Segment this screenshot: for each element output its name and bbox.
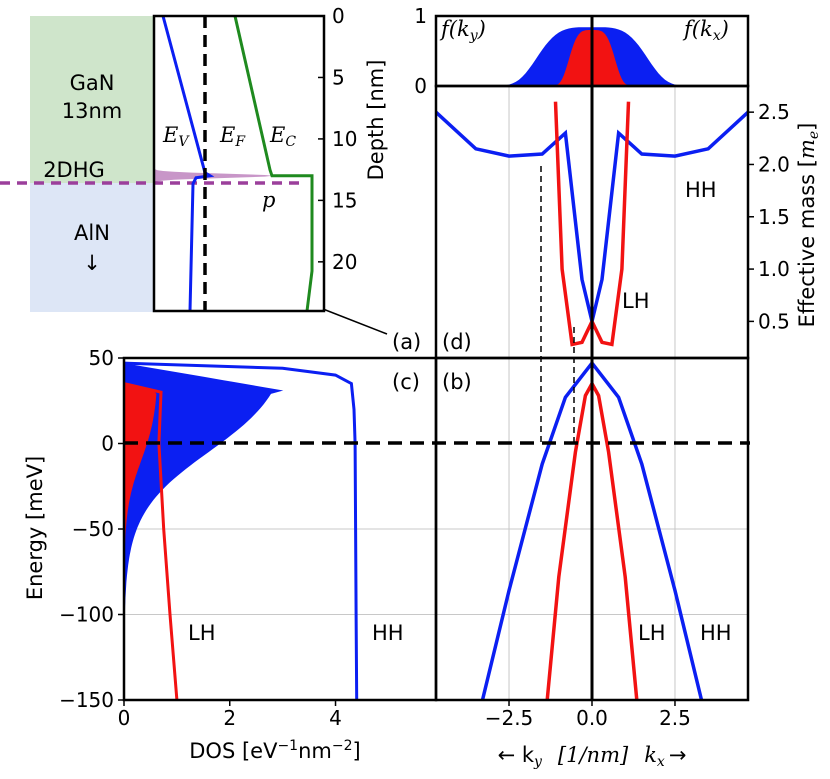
f-ky-label: f(ky) bbox=[439, 17, 486, 44]
depth-tick-label: 5 bbox=[332, 65, 345, 89]
panel-a-label: (a) bbox=[392, 330, 421, 354]
distribution-panel: f(ky) f(kx) 1 0 bbox=[414, 4, 748, 98]
gan-label: GaN bbox=[70, 71, 115, 95]
panel-a-frame bbox=[152, 14, 326, 313]
depth-axis-label: Depth [nm] bbox=[364, 60, 388, 181]
c-xtick-label: 2 bbox=[223, 706, 236, 730]
panel-b-axes: −2.5 0.0 2.5 bbox=[485, 700, 691, 730]
c-ytick-label: −100 bbox=[59, 603, 114, 627]
aln-arrow: ↓ bbox=[83, 251, 101, 275]
panel-c-label: (c) bbox=[392, 370, 420, 394]
b-hh-label: HH bbox=[700, 621, 732, 645]
gan-layer bbox=[30, 16, 154, 183]
panel-d-label: (d) bbox=[442, 330, 472, 354]
c-ytick-label: −150 bbox=[59, 688, 114, 712]
energy-axis-label: Energy [meV] bbox=[23, 456, 47, 600]
panel-d: 0.5 1.0 1.5 2.0 2.5 HH LH (d) Effective mass… bbox=[434, 86, 822, 358]
ef-label: EF bbox=[219, 123, 246, 150]
panel-c-axes: 0 2 4 50 0 −50 −100 −150 bbox=[59, 346, 342, 730]
top-ytick-1: 1 bbox=[414, 4, 427, 28]
depth-tick-label: 0 bbox=[332, 4, 345, 28]
panel-b-label: (b) bbox=[442, 370, 472, 394]
k-axis-label: ← ky [1/nm] kx → bbox=[498, 743, 687, 770]
panel-c-grid bbox=[124, 528, 436, 615]
depth-tick-label: 20 bbox=[332, 250, 357, 274]
aln-layer bbox=[30, 183, 154, 312]
b-xtick-label: 2.5 bbox=[659, 706, 691, 730]
f-kx-label: f(kx) bbox=[682, 17, 729, 44]
valence-band-line bbox=[161, 15, 215, 312]
ec-label: EC bbox=[269, 123, 296, 150]
d-ytick-label: 2.5 bbox=[758, 100, 790, 124]
depth-tick-label: 10 bbox=[332, 127, 357, 151]
d-ytick-label: 0.5 bbox=[758, 309, 790, 333]
b-xtick-label: −2.5 bbox=[485, 706, 534, 730]
band-diagram: 0 5 10 15 20 bbox=[152, 4, 357, 313]
d-lh-label: LH bbox=[622, 289, 650, 313]
depth-tick-label: 15 bbox=[332, 188, 357, 212]
d-ytick-label: 1.0 bbox=[758, 257, 790, 281]
lh-dos-curve bbox=[123, 382, 179, 701]
b-xtick-label: 0.0 bbox=[576, 706, 608, 730]
depth-axis: 0 5 10 15 20 bbox=[318, 4, 357, 274]
d-ytick-label: 2.0 bbox=[758, 152, 790, 176]
2dhg-label: 2DHG bbox=[43, 158, 105, 182]
c-ytick-label: 50 bbox=[89, 346, 114, 370]
frames bbox=[122, 14, 750, 702]
hh-dos-fill bbox=[124, 363, 284, 649]
c-xtick-label: 0 bbox=[118, 706, 131, 730]
c-ytick-label: −50 bbox=[72, 517, 114, 541]
panel-c: 0 2 4 50 0 −50 −100 −150 LH HH (c) Energy [meV]… bbox=[23, 346, 436, 763]
mass-axis-label: Effective mass [me] bbox=[795, 123, 822, 328]
hole-distribution bbox=[154, 163, 273, 188]
gan-thickness-label: 13nm bbox=[62, 99, 123, 123]
d-ytick-label: 1.5 bbox=[758, 205, 790, 229]
pointer-line bbox=[322, 308, 388, 335]
top-ytick-0: 0 bbox=[414, 74, 427, 98]
c-lh-label: LH bbox=[188, 621, 216, 645]
hh-dos-curve bbox=[123, 361, 359, 701]
p-label: p bbox=[262, 188, 275, 212]
mass-axis: 0.5 1.0 1.5 2.0 2.5 bbox=[748, 100, 790, 333]
b-lh-label: LH bbox=[638, 621, 666, 645]
d-hh-label: HH bbox=[685, 178, 717, 202]
dos-axis-label: DOS [eV−1nm−2] bbox=[189, 738, 360, 763]
c-xtick-label: 4 bbox=[329, 706, 342, 730]
ev-label: EV bbox=[162, 123, 190, 150]
aln-label: AlN bbox=[74, 221, 110, 245]
panel-d-grid bbox=[508, 86, 676, 358]
conduction-band-line bbox=[233, 15, 314, 312]
c-ytick-label: 0 bbox=[101, 432, 114, 456]
c-hh-label: HH bbox=[372, 621, 404, 645]
